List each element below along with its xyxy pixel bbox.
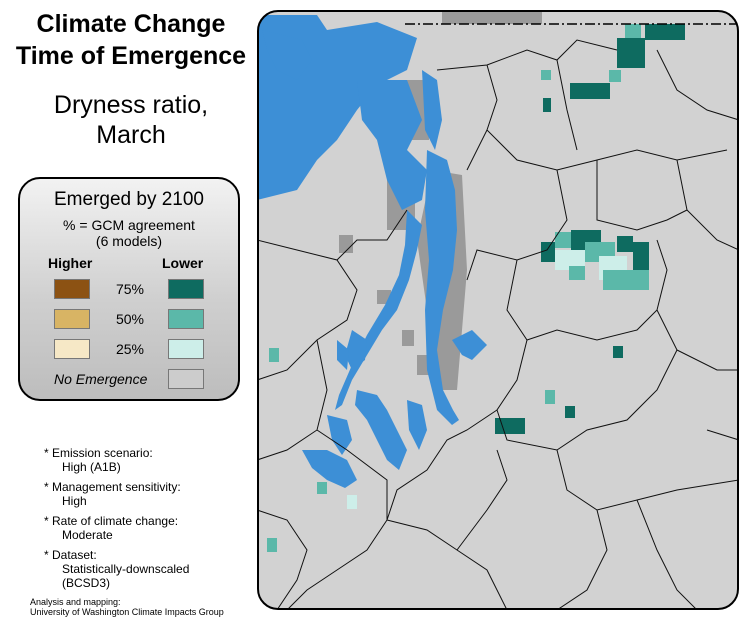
title-line-1: Climate Change	[36, 10, 226, 38]
swatch-higher-25	[54, 339, 90, 359]
note-label: * Rate of climate change:	[44, 514, 179, 528]
scenario-notes: * Emission scenario: High (A1B) * Manage…	[44, 446, 264, 596]
subtitle-line-2: March	[96, 121, 166, 149]
title-line-2: Time of Emergence	[15, 42, 247, 70]
legend-sub-line-1: % = GCM agreement	[63, 217, 195, 233]
map-frame	[257, 10, 739, 610]
note-label: * Dataset:	[44, 548, 97, 562]
note-emission: * Emission scenario: High (A1B)	[44, 446, 264, 474]
credit-line-2: University of Washington Climate Impacts…	[30, 607, 224, 617]
swatch-lower-75	[168, 279, 204, 299]
credit-text: Analysis and mapping: University of Wash…	[30, 597, 224, 617]
map-title: Climate Change Time of Emergence	[0, 8, 262, 72]
note-value: High (A1B)	[62, 460, 121, 474]
note-value: Moderate	[62, 528, 113, 542]
note-value: High	[62, 494, 87, 508]
swatch-lower-50	[168, 309, 204, 329]
legend-sub-line-2: (6 models)	[95, 233, 163, 249]
swatch-lower-25	[168, 339, 204, 359]
map-subtitle: Dryness ratio, March	[0, 90, 262, 150]
legend-panel: Emerged by 2100 % = GCM agreement (6 mod…	[18, 177, 240, 401]
note-label: * Emission scenario:	[44, 446, 153, 460]
legend-pct-25: 25%	[115, 341, 145, 357]
note-label: * Management sensitivity:	[44, 480, 181, 494]
note-rate: * Rate of climate change: Moderate	[44, 514, 264, 542]
legend-heading: Emerged by 2100	[54, 189, 204, 210]
legend-higher-label: Higher	[48, 255, 93, 271]
legend-subheading: % = GCM agreement (6 models)	[20, 217, 238, 249]
legend-no-emergence-label: No Emergence	[54, 371, 148, 387]
region-map	[257, 10, 739, 610]
legend-pct-75: 75%	[115, 281, 145, 297]
swatch-higher-50	[54, 309, 90, 329]
watershed-boundaries	[258, 39, 738, 609]
subtitle-line-1: Dryness ratio,	[53, 91, 209, 119]
legend-pct-50: 50%	[115, 311, 145, 327]
note-management: * Management sensitivity: High	[44, 480, 264, 508]
legend-lower-label: Lower	[162, 255, 204, 271]
emergence-cells	[267, 24, 685, 552]
note-value: Statistically-downscaled (BCSD3)	[62, 562, 190, 590]
note-dataset: * Dataset: Statistically-downscaled (BCS…	[44, 548, 264, 590]
credit-line-1: Analysis and mapping:	[30, 597, 121, 607]
swatch-no-emergence	[168, 369, 204, 389]
water-bodies	[258, 15, 487, 488]
swatch-higher-75	[54, 279, 90, 299]
